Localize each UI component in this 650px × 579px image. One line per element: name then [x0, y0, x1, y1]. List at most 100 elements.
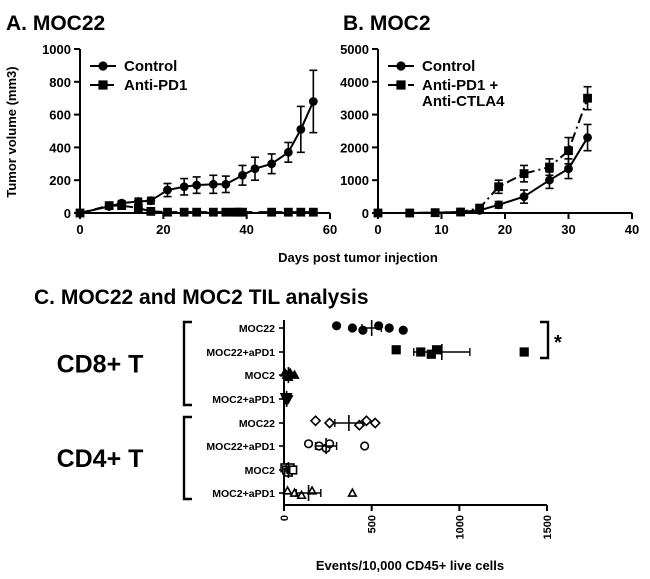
- panel-c-x-tick-label: 500: [367, 515, 379, 533]
- panel-b-series-line: [378, 97, 589, 214]
- panel-a-data-point: [308, 97, 318, 106]
- panel-c-data-point: [431, 345, 442, 355]
- panel-c-data-point: [323, 417, 336, 429]
- panel-a-data-point: [146, 206, 156, 216]
- panel-c-row-6: MOC22+aPD1: [206, 438, 370, 454]
- panel-a-legend-marker: [98, 80, 108, 90]
- panel-a-data-point: [146, 196, 156, 206]
- panel-c-data-point: [384, 323, 394, 333]
- panel-b-data-point: [494, 200, 504, 210]
- panel-b-x-tick-label: 30: [561, 222, 575, 237]
- panel-a-data-point: [133, 203, 143, 213]
- panel-a-data-point: [163, 185, 172, 195]
- panel-c-data-point: [519, 347, 529, 357]
- panel-a-data-point: [267, 159, 277, 169]
- panel-c-data-point: [303, 439, 314, 449]
- panel-c-group-label: CD4+ T: [57, 445, 144, 473]
- panel-c-row-2: MOC22+aPD1: [206, 344, 529, 360]
- panel-c-data-point: [347, 487, 358, 497]
- panel-b-data-point: [545, 162, 554, 172]
- panel-a-data-point: [238, 170, 247, 180]
- panel-a-data-point: [192, 207, 202, 217]
- panel-a-data-point: [117, 201, 127, 211]
- panel-a-x-tick-label: 60: [323, 222, 337, 237]
- panel-b-y-tick-label: 5000: [340, 42, 369, 57]
- panel-c-data-point: [309, 415, 322, 427]
- panel-a-data-point: [163, 207, 172, 217]
- panel-c-category-label: MOC22+aPD1: [206, 347, 275, 359]
- panel-b-series-line: [378, 137, 589, 214]
- panel-a-series-line: [79, 204, 314, 214]
- panel-b-legend-entry-2: Anti-PD1 +Anti-CTLA4: [388, 77, 505, 110]
- panel-c-x-tick-label: 1000: [454, 515, 466, 539]
- panel-a-data-point: [283, 147, 293, 157]
- panel-c-x-tick-label: 1500: [542, 515, 554, 539]
- panel-c-category-label: MOC22+aPD1: [206, 441, 275, 453]
- panel-a-data-point: [75, 208, 85, 218]
- panel-b-data-point: [519, 169, 529, 179]
- panel-b-legend-label: Anti-CTLA4: [422, 93, 505, 110]
- panel-c-row-7: MOC2: [245, 462, 298, 478]
- panel-c-data-point: [296, 489, 307, 500]
- panel-c-category-label: MOC2: [245, 370, 275, 382]
- panel-a-series-2: [75, 201, 318, 218]
- panel-c-group-bracket: [182, 415, 192, 501]
- panel-a-y-tick-label: 0: [64, 206, 71, 221]
- panel-b-x-tick-label: 40: [625, 222, 639, 237]
- panel-a-x-tick-label: 20: [156, 222, 170, 237]
- panel-b-y-tick-label: 0: [362, 206, 369, 221]
- panel-a-title: A. MOC22: [6, 12, 105, 35]
- panel-c-data-point: [332, 321, 342, 331]
- panel-a-data-point: [296, 207, 306, 217]
- panel-a-x-tick-label: 0: [76, 222, 83, 237]
- panel-c-title: C. MOC22 and MOC2 TIL analysis: [34, 286, 369, 309]
- panel-a-y-tick-label: 400: [49, 140, 71, 155]
- panel-b-data-point: [373, 208, 383, 218]
- panel-c-data-point: [282, 485, 293, 495]
- panel-b-x-tick-label: 20: [498, 222, 512, 237]
- panel-b-data-point: [583, 93, 592, 103]
- panel-b-series-2: [373, 85, 592, 218]
- panel-a-data-point: [283, 207, 293, 217]
- panel-b-data-point: [564, 146, 573, 156]
- panel-b-legend-entry-1: Control: [388, 58, 475, 75]
- panel-c-category-label: MOC2+aPD1: [212, 488, 275, 500]
- panel-b-data-point: [430, 208, 440, 218]
- panel-c-data-point: [391, 345, 401, 355]
- panel-b-legend-marker: [396, 80, 406, 90]
- panel-a-data-point: [192, 180, 202, 190]
- panel-b-y-tick-label: 4000: [340, 75, 369, 90]
- panel-a-data-point: [267, 207, 277, 217]
- panel-a-y-tick-label: 600: [49, 108, 71, 123]
- panel-c-group-2: CD4+ T: [57, 415, 192, 501]
- shared-xlabel: Days post tumor injection: [278, 250, 438, 265]
- panel-b-data-point: [456, 207, 465, 217]
- panel-c-x-tick-label: 0: [279, 515, 291, 521]
- panel-a-legend-entry-1: Control: [90, 58, 177, 75]
- panel-a-data-point: [208, 179, 218, 189]
- panel-a-y-tick-label: 1000: [42, 42, 71, 57]
- panel-b-legend-label: Control: [422, 58, 475, 75]
- panel-a-legend-marker: [98, 61, 108, 71]
- panel-a-y-tick-label: 800: [49, 75, 71, 90]
- panel-b-legend-marker: [396, 61, 406, 71]
- panel-b-series-1: [373, 123, 592, 218]
- panel-a-data-point: [238, 207, 247, 217]
- panel-a-data-point: [208, 207, 218, 217]
- panel-b-data-point: [494, 182, 504, 192]
- panel-c-group-label: CD8+ T: [57, 351, 144, 379]
- panel-a-data-point: [296, 124, 306, 134]
- panel-c-row-4: MOC2+aPD1: [212, 391, 294, 407]
- panel-b-data-point: [405, 208, 415, 218]
- panel-a-series-line: [79, 101, 315, 214]
- panel-c-category-label: MOC22: [239, 323, 275, 335]
- panel-b-data-point: [564, 164, 573, 174]
- panel-a-data-point: [221, 207, 231, 217]
- panel-c-row-8: MOC2+aPD1: [212, 485, 358, 501]
- panel-b-y-tick-label: 2000: [340, 140, 369, 155]
- panel-c-category-label: MOC2+aPD1: [212, 394, 275, 406]
- panel-c-data-point: [347, 323, 357, 333]
- panel-a-x-tick-label: 40: [239, 222, 253, 237]
